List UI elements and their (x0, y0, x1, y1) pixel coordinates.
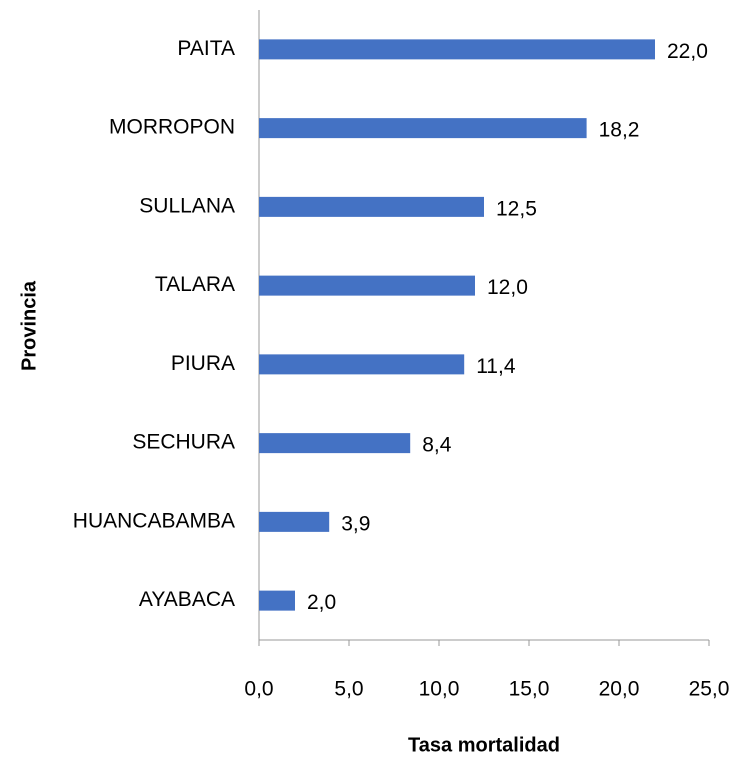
x-tick-label: 10,0 (419, 678, 460, 701)
y-tick-label: PIURA (171, 352, 235, 375)
y-tick-label: PAITA (177, 37, 235, 60)
bar (259, 118, 587, 139)
data-label: 18,2 (599, 119, 640, 142)
y-tick-label: SECHURA (132, 431, 235, 454)
bar (259, 275, 475, 296)
y-axis-title: Provincia (18, 280, 40, 371)
bar (259, 433, 411, 454)
y-tick-label: SULLANA (139, 194, 235, 217)
bar (259, 39, 655, 60)
x-tick-label: 0,0 (244, 678, 273, 701)
x-tick-label: 5,0 (334, 678, 363, 701)
data-label: 12,5 (496, 197, 537, 220)
x-tick-label: 15,0 (509, 678, 550, 701)
data-label: 12,0 (487, 276, 528, 299)
data-label: 3,9 (341, 512, 370, 535)
x-tick-label: 25,0 (689, 678, 730, 701)
data-label: 8,4 (422, 434, 452, 457)
data-label: 11,4 (476, 355, 516, 378)
y-tick-label: AYABACA (139, 588, 235, 611)
bar (259, 511, 330, 532)
y-tick-label: MORROPON (109, 116, 235, 139)
x-tick-label: 20,0 (599, 678, 640, 701)
y-tick-label: HUANCABAMBA (73, 509, 235, 532)
data-label: 22,0 (667, 40, 708, 63)
bar (259, 354, 465, 375)
data-label: 2,0 (307, 591, 336, 614)
y-tick-label: TALARA (155, 273, 235, 296)
x-axis-title: Tasa mortalidad (408, 734, 560, 756)
bar (259, 590, 295, 611)
bar (259, 196, 484, 217)
